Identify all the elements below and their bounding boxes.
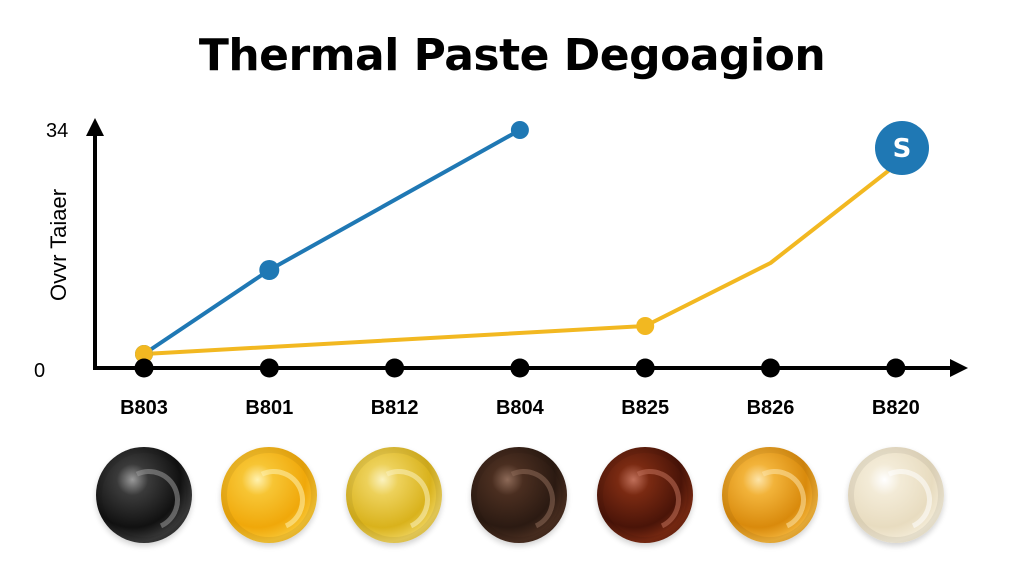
swatch-swirl (234, 460, 314, 540)
paste-swatch-cream (848, 447, 944, 543)
paste-swatch-black (96, 447, 192, 543)
swatch-swirl (861, 460, 941, 540)
line-chart: 0 34 Ovvr Taiaer B803 B801 B812 B804 B825 B826 B8… (34, 118, 968, 419)
series-line (142, 163, 898, 356)
chart-title: Thermal Paste Degoagion (198, 30, 826, 81)
data-point (510, 121, 529, 139)
x-tick-dot (761, 358, 780, 378)
data-point (135, 345, 153, 363)
x-tick-dot (385, 358, 405, 378)
x-tick-label: B826 (747, 397, 795, 419)
x-tick-label: B804 (496, 397, 545, 419)
y-tick-label: 34 (46, 120, 68, 142)
x-tick-label: B801 (245, 397, 293, 419)
x-tick-dot (635, 358, 655, 378)
x-tick-label: B812 (371, 397, 419, 419)
x-tick-dot (886, 358, 906, 378)
paste-swatch-dark-brown (471, 447, 567, 543)
swatch-swirl (735, 460, 815, 540)
x-tick-label: B820 (872, 397, 920, 419)
paste-swatch-amber (722, 447, 818, 543)
paste-swatch-red-brown (597, 447, 693, 543)
paste-swatch-row (0, 447, 1024, 547)
series-badge (875, 121, 929, 175)
paste-swatch-yellow (346, 447, 442, 543)
swatch-swirl (610, 460, 690, 540)
x-tick-label: B825 (621, 397, 669, 419)
swatch-swirl (484, 460, 564, 540)
swatch-swirl (109, 460, 189, 540)
paste-swatch-orange-yellow (221, 447, 317, 543)
x-axis-arrow (950, 359, 968, 377)
data-point (259, 260, 280, 280)
y-tick-label: 0 (34, 360, 45, 382)
series-badge-label: S (893, 134, 912, 164)
x-tick-dot (510, 358, 530, 378)
series-line (142, 128, 522, 356)
data-point (636, 317, 655, 335)
swatch-swirl (359, 460, 439, 540)
y-axis-label: Ovvr Taiaer (46, 189, 71, 301)
x-tick-dot (259, 358, 279, 378)
y-axis-arrow (86, 118, 104, 136)
x-tick-dot (134, 358, 154, 378)
x-tick-label: B803 (120, 397, 168, 419)
